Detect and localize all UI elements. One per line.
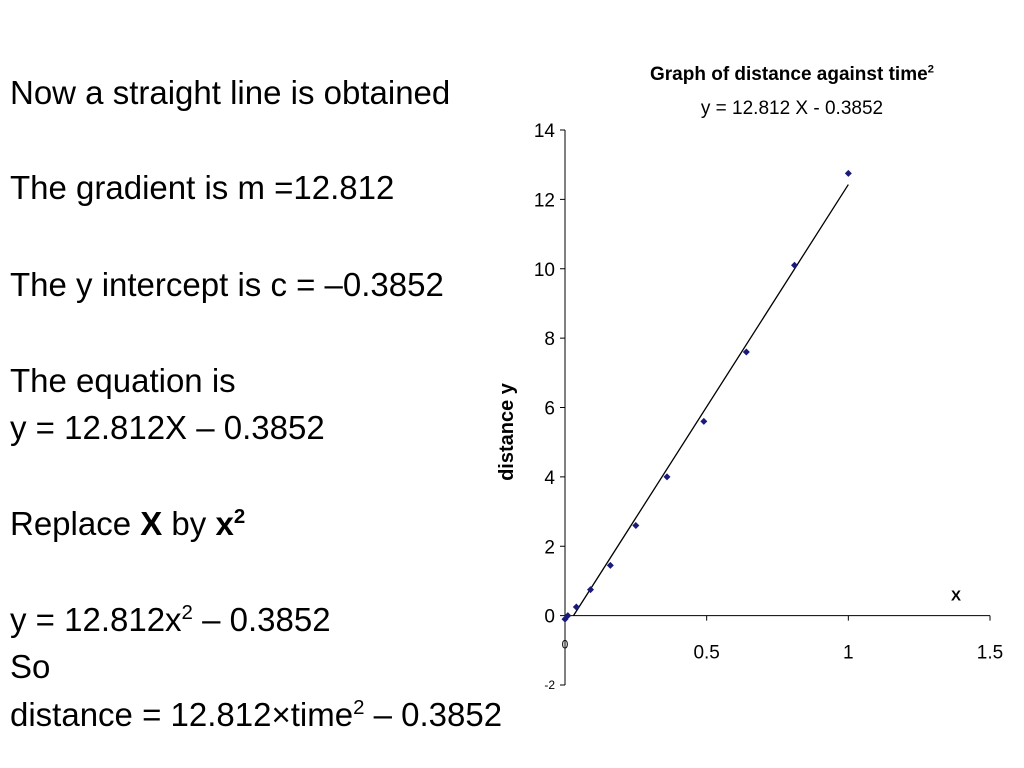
chart-title-sup: 2 [927, 63, 934, 76]
y-tick-label-5: 8 [544, 329, 555, 350]
x-tick-label-0: 0 [562, 638, 569, 652]
final-eq-pre: y = 12.812x [10, 601, 182, 638]
note-so: So [10, 648, 51, 685]
final-eq-post: – 0.3852 [192, 601, 331, 638]
x-tick-label-2: 1 [843, 643, 854, 664]
replace-x: x [215, 505, 234, 542]
chart-subtitle: y = 12.812 X - 0.3852 [700, 98, 884, 119]
x-axis-label: X [951, 588, 961, 605]
y-tick-label-1: 0 [544, 607, 555, 628]
plot-area: -2 0 2 4 6 8 10 12 14 0 0.5 1 1.5 X [534, 121, 1003, 692]
trendline [572, 184, 849, 617]
replace-sup: 2 [233, 505, 246, 528]
note-replace: Replace X by x2 [10, 505, 246, 542]
data-point-7 [700, 417, 708, 425]
chart-title-text: Graph of distance against time [649, 64, 928, 85]
data-point-1 [564, 612, 572, 620]
note-line-1: Now a straight line is obtained [10, 74, 451, 111]
chart-title: Graph of distance against time2 [542, 64, 1024, 86]
y-tick-label-6: 10 [534, 260, 555, 281]
data-point-8 [742, 348, 750, 356]
note-equation: y = 12.812X – 0.3852 [10, 409, 325, 446]
distance-eq-sup: 2 [353, 696, 365, 719]
data-point-3 [587, 586, 594, 594]
replace-X: X [140, 505, 163, 542]
y-tick-label-0: -2 [544, 678, 555, 692]
data-point-5 [632, 521, 640, 529]
distance-eq-pre: distance = 12.812×time [10, 696, 354, 733]
data-point-4 [606, 561, 614, 569]
note-gradient: The gradient is m =12.812 [10, 169, 395, 206]
data-point-10 [844, 169, 852, 177]
replace-mid: by [162, 505, 216, 542]
note-distance-eq: distance = 12.812×time2 – 0.3852 [10, 696, 503, 733]
data-point-2 [572, 603, 580, 611]
distance-eq-post: – 0.3852 [364, 696, 503, 733]
data-point-6 [663, 473, 671, 481]
x-tick-label-1: 0.5 [693, 643, 719, 664]
final-eq-sup: 2 [181, 601, 193, 624]
y-tick-label-2: 2 [544, 537, 555, 558]
chart: Graph of distance against time2 y = 12.8… [490, 60, 1020, 700]
replace-pre: Replace [10, 505, 141, 542]
y-tick-label-4: 6 [544, 399, 555, 420]
data-point-9 [791, 261, 798, 269]
y-tick-label-3: 4 [544, 468, 555, 489]
note-intercept: The y intercept is c = –0.3852 [10, 266, 444, 303]
y-tick-label-8: 14 [534, 121, 556, 142]
y-tick-label-7: 12 [534, 190, 555, 211]
note-equation-label: The equation is [10, 362, 236, 399]
x-tick-label-3: 1.5 [977, 643, 1003, 664]
note-final-eq: y = 12.812x2 – 0.3852 [10, 601, 331, 638]
